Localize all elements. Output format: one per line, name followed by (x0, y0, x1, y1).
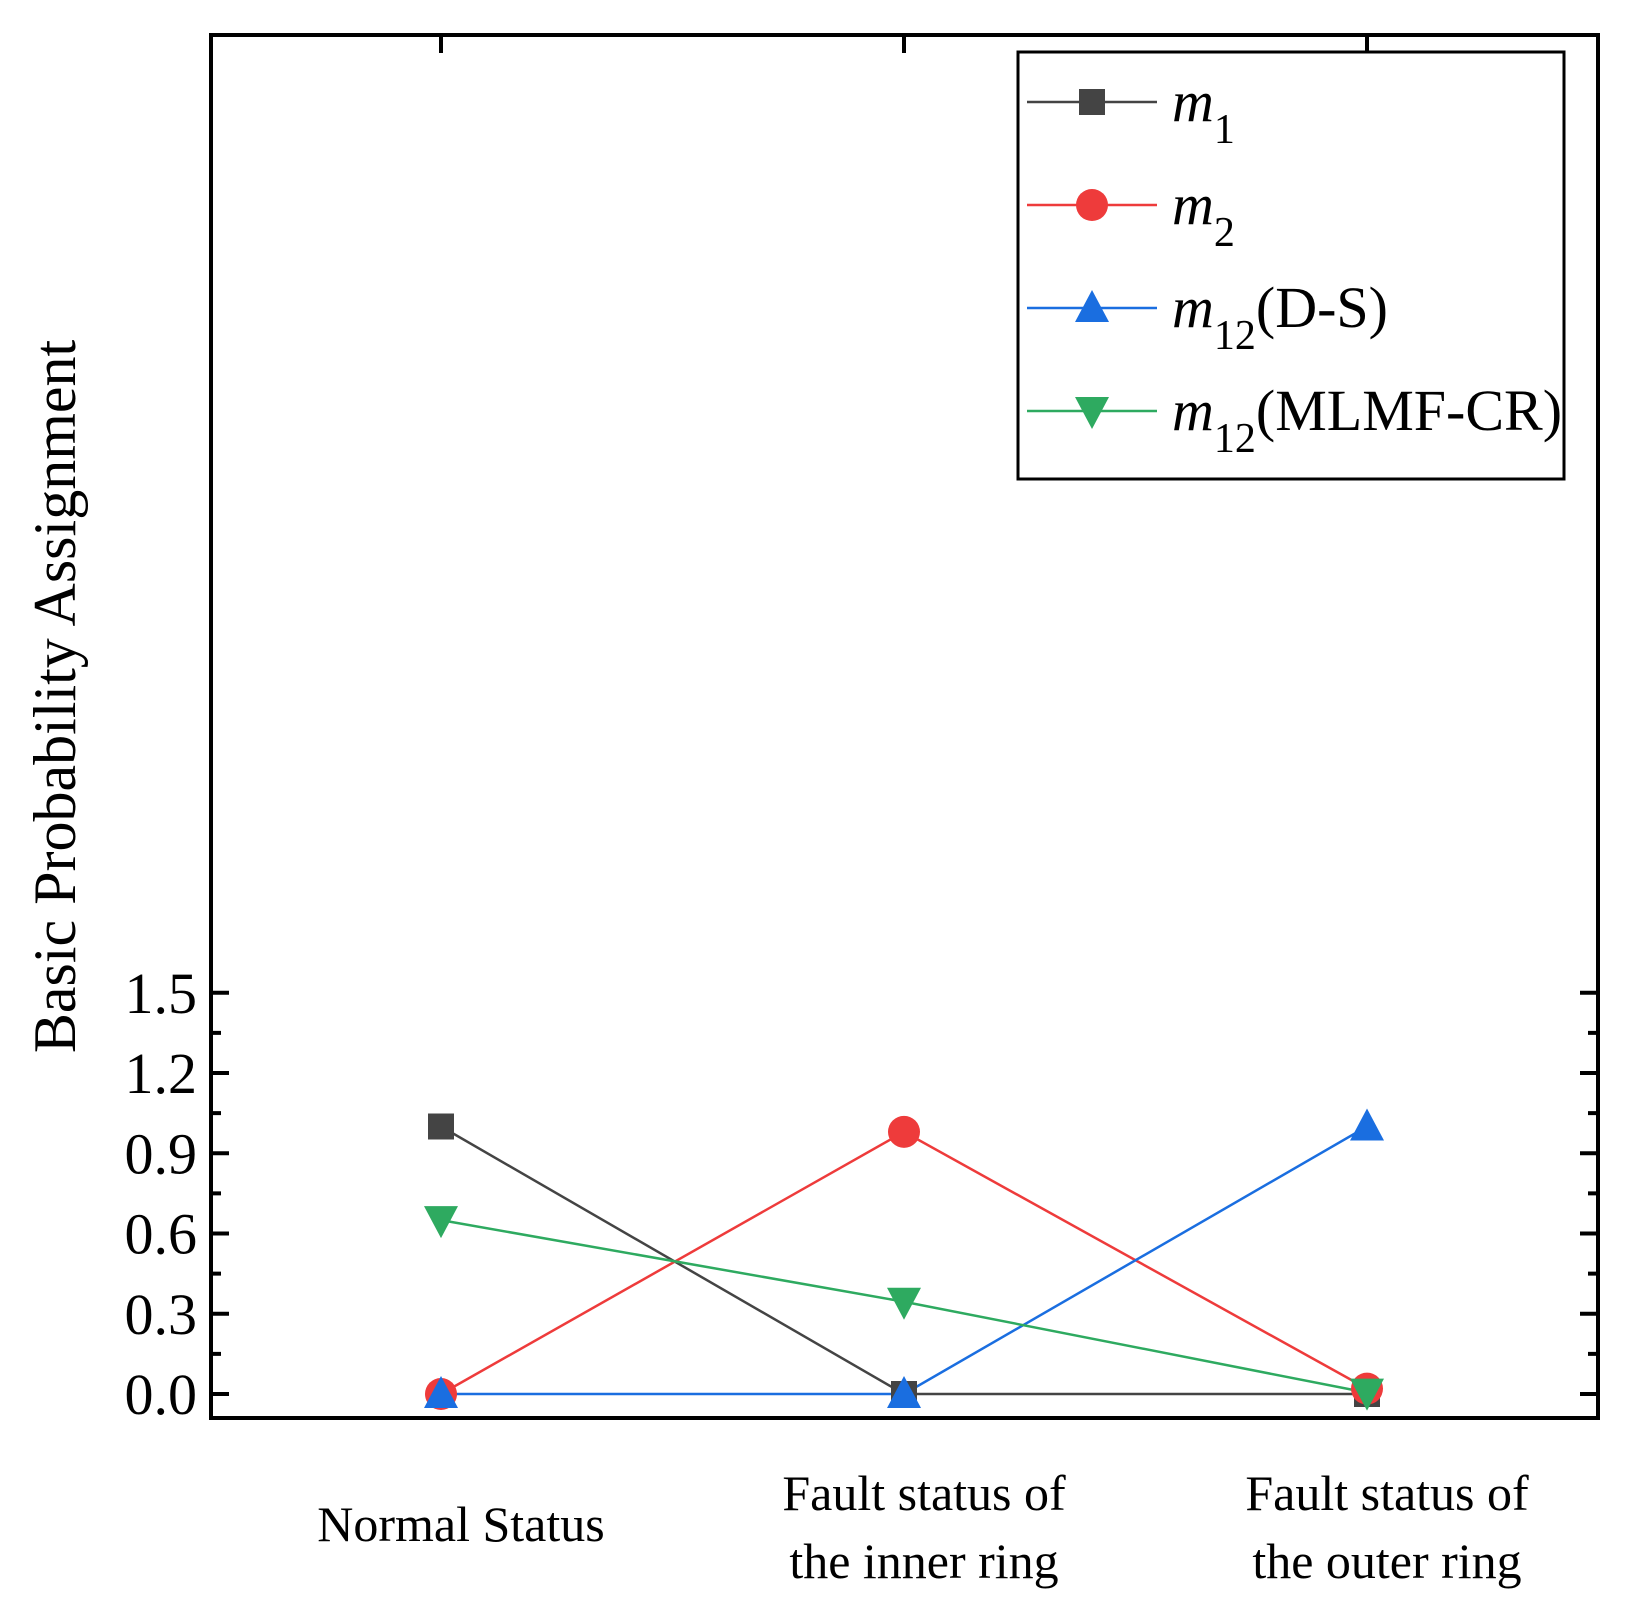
x-category-label-line: Normal Status (317, 1496, 604, 1552)
x-category-label-line: the outer ring (1252, 1533, 1521, 1589)
series-2-point (888, 1115, 920, 1148)
legend-marker (1075, 290, 1109, 322)
y-axis-label: Basic Probability Assignment (22, 340, 88, 1054)
series-3-point (1350, 1108, 1384, 1141)
x-category-label: Fault status of the outer ring (1245, 1465, 1529, 1589)
y-tick-label: 0.6 (125, 1202, 198, 1267)
series-3-point (887, 1376, 921, 1408)
legend-label-suffix: (D-S) (1256, 275, 1388, 340)
legend-label-name: m (1172, 69, 1214, 134)
legend-label-name: m (1172, 378, 1214, 443)
series-4-point (1350, 1378, 1384, 1411)
legend-label: m1 (1172, 69, 1235, 153)
series-4-point (887, 1287, 921, 1320)
x-category-label-line: Fault status of (1245, 1465, 1529, 1521)
y-tick-label: 1.5 (125, 961, 198, 1026)
x-category-label: Normal Status (317, 1496, 604, 1552)
legend-label: m2 (1172, 172, 1235, 256)
x-category-label-line: the inner ring (789, 1533, 1058, 1589)
legend-label: m12(MLMF-CR) (1172, 378, 1562, 462)
series-4-point (424, 1206, 458, 1239)
series-line-1 (440, 1125, 1367, 1396)
series-lines (440, 1125, 1368, 1396)
series-line-2 (440, 1130, 1368, 1396)
legend-label-name: m (1172, 275, 1214, 340)
legend-label: m12(D-S) (1172, 275, 1388, 359)
axes: 0.0 0.3 0.6 0.9 1.2 1.5 Normal Status Fault sta… (22, 33, 1600, 1589)
legend-marker (1075, 397, 1109, 429)
series-3-point (424, 1376, 458, 1408)
y-tick-label: 0.0 (125, 1362, 198, 1427)
legend-label-sub: 2 (1214, 210, 1235, 256)
y-tick-label: 0.9 (125, 1121, 198, 1186)
legend-label-suffix: (MLMF-CR) (1256, 378, 1562, 443)
legend-label-sub: 12 (1214, 416, 1256, 462)
legend-marker (1079, 89, 1105, 115)
y-tick-label: 1.2 (125, 1041, 198, 1106)
x-category-label: Fault status of the inner ring (782, 1465, 1066, 1589)
legend-label-sub: 1 (1214, 107, 1235, 153)
series-1-point (428, 1113, 454, 1140)
x-category-label-line: Fault status of (782, 1465, 1066, 1521)
legend-box (1016, 50, 1566, 481)
legend-label-sub: 12 (1214, 313, 1256, 359)
legend-label-name: m (1172, 172, 1214, 237)
y-tick-label: 0.3 (125, 1282, 198, 1347)
series-markers (424, 1108, 1384, 1411)
series-line-3 (441, 1125, 1368, 1396)
legend-marker (1076, 189, 1108, 221)
